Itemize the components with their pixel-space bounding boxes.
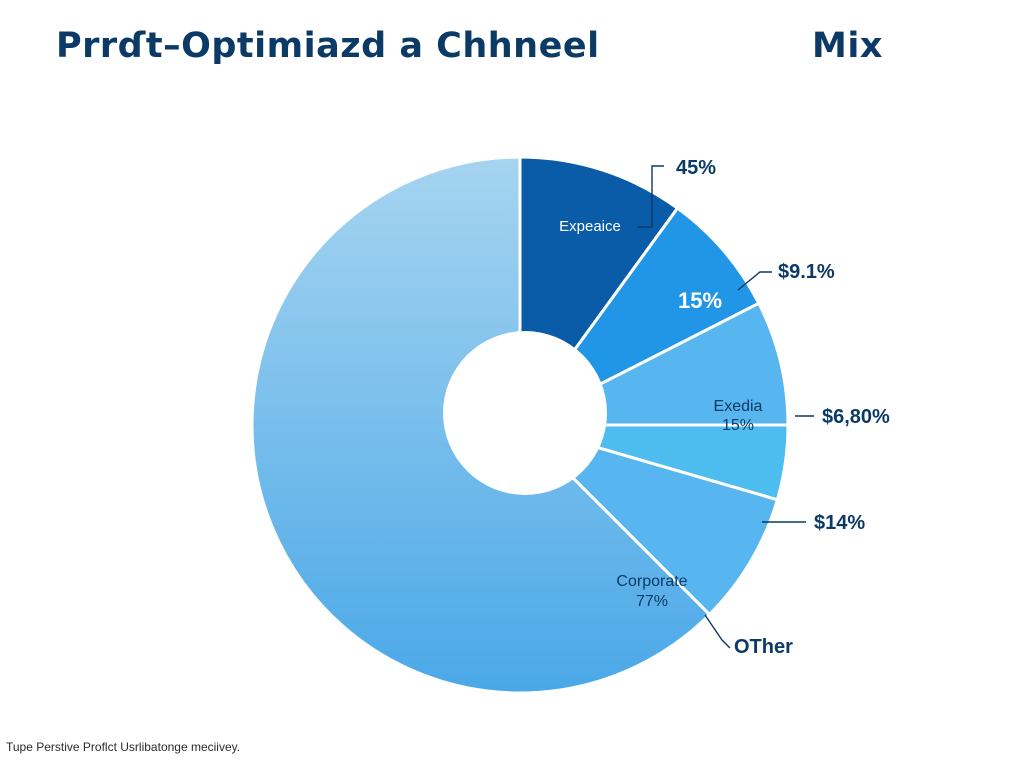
callout-leader: [737, 271, 772, 291]
callout-leader: [704, 614, 731, 649]
pie-center-hole: [443, 331, 607, 495]
footnote: Tupe Perstive Proflct Usrlibatonge mecii…: [6, 740, 241, 754]
callout-leader: [637, 165, 664, 228]
slice-callout-label: $6,80%: [822, 406, 890, 428]
slice-inner-sublabel: 77%: [636, 593, 668, 610]
slice-callout-label: 45%: [676, 157, 716, 179]
slice-inner-label: Corporate: [616, 573, 687, 590]
slice-callout-label: OTher: [734, 636, 793, 658]
pie-slice: [518, 423, 779, 617]
slice-inner-label: 15%: [678, 288, 722, 313]
slice-labels: Expeaice 45% 15% $9.1% Exedia 15% $6,80% $14% Co…: [559, 157, 890, 658]
slice-callout-label: $14%: [814, 512, 865, 534]
slice-inner-label: Expeaice: [559, 218, 621, 235]
slice-inner-sublabel: 15%: [722, 417, 754, 434]
chart-title-suffix: Mix: [812, 26, 883, 66]
slice-callout-label: $9.1%: [778, 261, 835, 283]
chart-title: Prrɗt–Optimiazd a Chhneel: [56, 26, 600, 66]
slice-inner-label: Exedia: [714, 398, 763, 415]
